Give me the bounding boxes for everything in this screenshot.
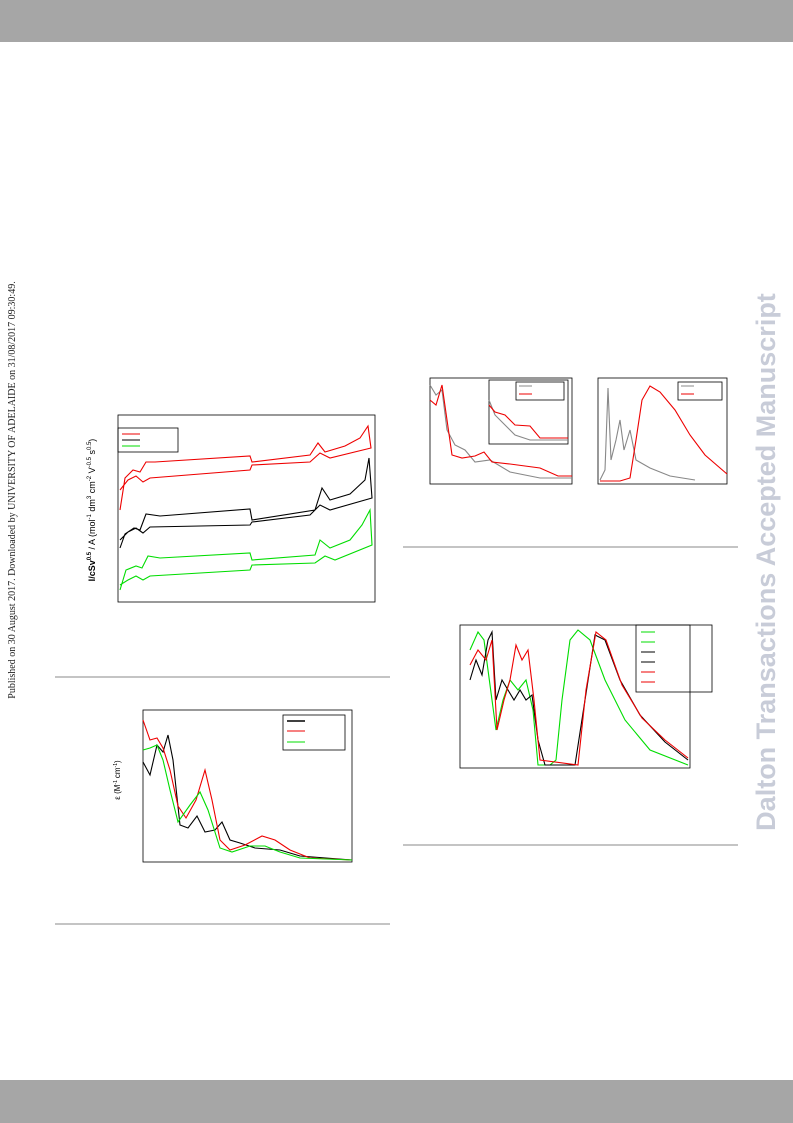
curve <box>429 384 572 477</box>
label-part: -0.5 <box>87 456 93 467</box>
label-part: ε (M <box>113 784 122 799</box>
plot-frame <box>117 414 376 603</box>
curve <box>119 424 372 511</box>
curve <box>142 734 353 861</box>
watermark: Dalton Transactions Accepted Manuscript <box>751 293 781 831</box>
figure-spectra-pair <box>429 377 728 485</box>
label-part: -2 <box>87 475 93 481</box>
legend-box <box>282 714 346 751</box>
y-axis-label: I/cSv0.5 / A (mol-1 dm3 cm-2 V-0.5 s0.5) <box>87 439 97 582</box>
plot-frame <box>597 377 728 485</box>
label-part: cm <box>87 481 97 496</box>
label-part: / A (mol <box>87 519 97 552</box>
curve <box>142 719 353 861</box>
figure-emission <box>459 624 713 769</box>
curve <box>119 508 373 591</box>
curve <box>142 744 353 861</box>
curve <box>469 630 689 766</box>
label-part: -1 <box>87 513 93 519</box>
label-part: 0.5 <box>87 551 93 560</box>
label-part: s <box>87 450 97 458</box>
label-part: ) <box>87 439 97 442</box>
header-bar <box>0 0 793 42</box>
footer-bar <box>0 1080 793 1123</box>
legend-box <box>515 381 565 401</box>
curve <box>599 387 696 481</box>
legend-box <box>635 624 713 693</box>
label-part: -1 <box>113 763 119 768</box>
curve <box>600 385 728 482</box>
curve <box>429 384 572 479</box>
label-part: cm <box>113 767 122 778</box>
published-note: Published on 30 August 2017. Downloaded … <box>7 281 18 698</box>
plot-frame <box>142 709 353 863</box>
curve <box>488 404 568 439</box>
curve <box>469 629 689 766</box>
label-part: dm <box>87 499 97 514</box>
curve <box>119 457 373 549</box>
label-part: V <box>87 467 97 476</box>
curve <box>488 399 568 441</box>
figure-cv: I/cSv0.5 / A (mol-1 dm3 cm-2 V-0.5 s0.5) <box>87 414 376 603</box>
legend-box <box>677 381 723 401</box>
label-part: I/cSv <box>87 560 97 581</box>
label-part: ) <box>113 760 122 763</box>
plot-frame <box>459 624 691 769</box>
label-part: 3 <box>87 495 93 499</box>
label-part: 0.5 <box>87 441 93 450</box>
curve <box>469 629 689 766</box>
plot-frame <box>429 377 573 485</box>
figure-absorption: ε (M-1cm-1) <box>113 709 353 863</box>
legend-box <box>117 427 179 453</box>
y-axis-label: ε (M-1cm-1) <box>113 760 122 800</box>
label-part: -1 <box>113 780 119 785</box>
inset-frame <box>488 379 569 445</box>
